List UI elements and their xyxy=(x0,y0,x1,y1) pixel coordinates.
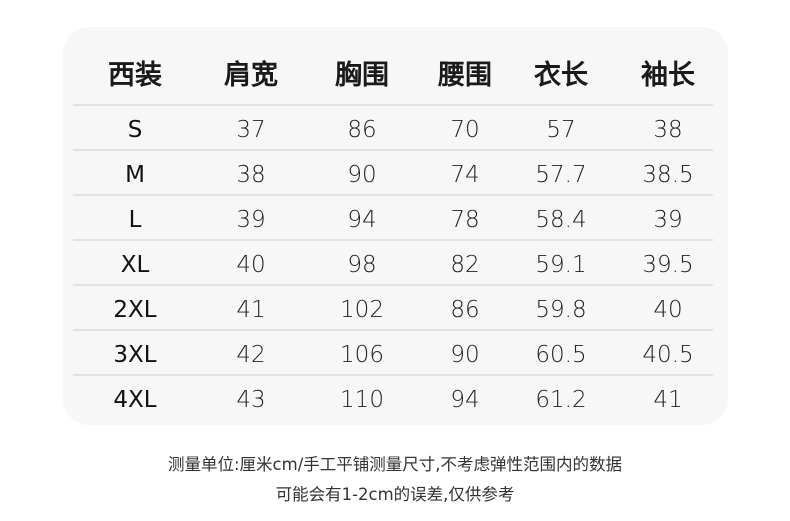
size-label-cell: 3XL xyxy=(113,341,157,368)
measurement-cell: 59.8 xyxy=(535,296,587,323)
size-chart-table: 西装 肩宽 胸围 腰围 衣长 袖长 S 37 86 70 57 38 M 38 90 74 57.7 38.5 L 3… xyxy=(63,27,728,425)
measurement-cell: 61.2 xyxy=(535,386,587,413)
measurement-cell: 86 xyxy=(347,116,377,143)
measurement-cell: 94 xyxy=(450,386,480,413)
measurement-cell: 58.4 xyxy=(535,206,587,233)
row-divider xyxy=(73,374,713,376)
measurement-cell: 86 xyxy=(450,296,480,323)
measurement-cell: 74 xyxy=(450,161,480,188)
measurement-cell: 39.5 xyxy=(642,251,694,278)
measurement-cell: 70 xyxy=(450,116,480,143)
measurement-cell: 39 xyxy=(653,206,683,233)
measurement-note: 测量单位:厘米cm/手工平铺测量尺寸,不考虑弹性范围内的数据 xyxy=(167,455,622,474)
measurement-cell: 40 xyxy=(653,296,683,323)
measurement-cell: 38.5 xyxy=(642,161,694,188)
measurement-cell: 37 xyxy=(236,116,266,143)
row-divider xyxy=(73,239,713,241)
measurement-cell: 40 xyxy=(236,251,266,278)
measurement-cell: 39 xyxy=(236,206,266,233)
measurement-cell: 41 xyxy=(653,386,683,413)
row-divider xyxy=(73,194,713,196)
size-label-cell: 2XL xyxy=(113,296,157,323)
table-row: M 38 90 74 57.7 38.5 xyxy=(73,152,713,197)
column-header: 衣长 xyxy=(534,60,588,91)
measurement-cell: 40.5 xyxy=(642,341,694,368)
measurement-cell: 106 xyxy=(340,341,384,368)
measurement-cell: 60.5 xyxy=(535,341,587,368)
size-label-cell: XL xyxy=(120,251,150,278)
measurement-cell: 90 xyxy=(347,161,377,188)
measurement-cell: 90 xyxy=(450,341,480,368)
column-header: 袖长 xyxy=(641,60,695,91)
size-label-cell: L xyxy=(128,206,142,233)
measurement-cell: 42 xyxy=(236,341,266,368)
tolerance-note: 可能会有1-2cm的误差,仅供参考 xyxy=(275,485,515,504)
measurement-cell: 59.1 xyxy=(535,251,587,278)
size-label-cell: M xyxy=(125,161,145,188)
column-header: 西装 xyxy=(108,60,162,91)
measurement-cell: 98 xyxy=(347,251,377,278)
table-row: L 39 94 78 58.4 39 xyxy=(73,197,713,242)
column-header: 肩宽 xyxy=(224,60,278,91)
measurement-cell: 38 xyxy=(653,116,683,143)
size-label-cell: S xyxy=(127,116,143,143)
measurement-cell: 43 xyxy=(236,386,266,413)
row-divider xyxy=(73,149,713,151)
table-row: 4XL 43 110 94 61.2 41 xyxy=(73,377,713,422)
header-row: 西装 肩宽 胸围 腰围 衣长 袖长 xyxy=(73,45,713,100)
measurement-cell: 57 xyxy=(546,116,576,143)
table-row: 2XL 41 102 86 59.8 40 xyxy=(73,287,713,332)
measurement-cell: 38 xyxy=(236,161,266,188)
measurement-cell: 41 xyxy=(236,296,266,323)
measurement-cell: 102 xyxy=(340,296,384,323)
table-row: XL 40 98 82 59.1 39.5 xyxy=(73,242,713,287)
table-row: S 37 86 70 57 38 xyxy=(73,107,713,152)
measurement-cell: 110 xyxy=(340,386,384,413)
table-row: 3XL 42 106 90 60.5 40.5 xyxy=(73,332,713,377)
row-divider xyxy=(73,329,713,331)
size-label-cell: 4XL xyxy=(113,386,157,413)
measurement-cell: 57.7 xyxy=(535,161,587,188)
measurement-cell: 94 xyxy=(347,206,377,233)
measurement-cell: 78 xyxy=(450,206,480,233)
column-header: 腰围 xyxy=(438,60,492,91)
row-divider xyxy=(73,104,713,106)
measurement-cell: 82 xyxy=(450,251,480,278)
column-header: 胸围 xyxy=(335,60,389,91)
row-divider xyxy=(73,284,713,286)
